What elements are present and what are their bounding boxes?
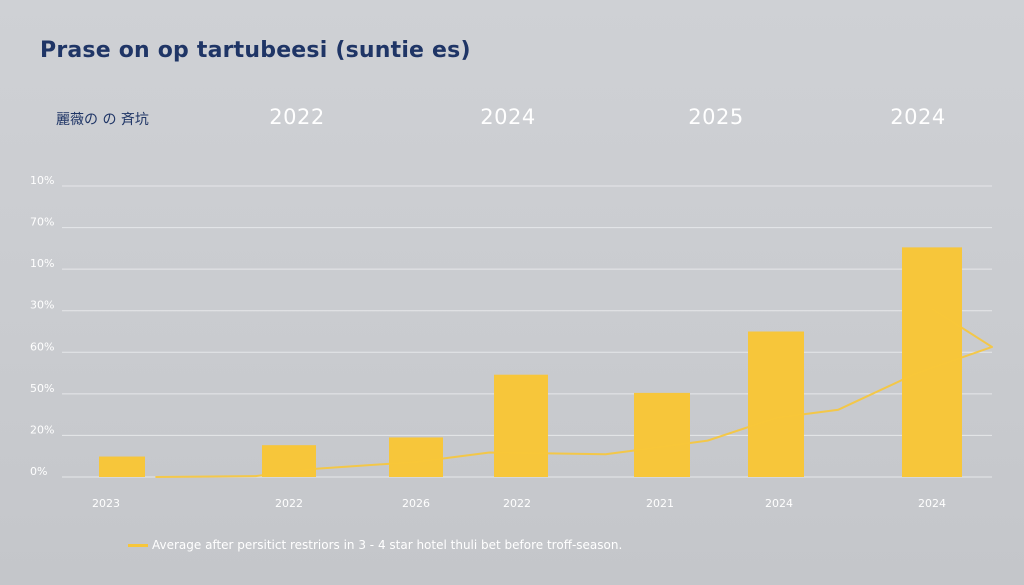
bar [748, 331, 804, 477]
y-tick-label: 0% [30, 465, 47, 478]
x-tick-label: 2022 [503, 497, 531, 510]
chart-legend: Average after persitict restriors in 3 -… [128, 538, 622, 552]
x-tick-label: 2022 [275, 497, 303, 510]
x-tick-label: 2026 [402, 497, 430, 510]
x-tick-label: 2023 [92, 497, 120, 510]
y-tick-label: 10% [30, 174, 54, 187]
header-year-label: 2024 [890, 105, 946, 129]
y-tick-label: 70% [30, 216, 54, 229]
legend-line-swatch [128, 543, 148, 547]
trend-line [155, 307, 993, 478]
y-tick-label: 60% [30, 340, 54, 353]
bar [634, 392, 690, 477]
y-tick-label: 30% [30, 299, 54, 312]
x-tick-label: 2024 [765, 497, 793, 510]
x-tick-label: 2021 [646, 497, 674, 510]
bar [494, 374, 548, 477]
x-tick-label: 2024 [918, 497, 946, 510]
y-tick-label: 10% [30, 257, 54, 270]
bar [99, 456, 145, 477]
chart-subtitle: 麗薇の の 斉坑 [56, 112, 149, 128]
header-year-label: 2024 [480, 105, 536, 129]
bar [389, 437, 443, 477]
bar [902, 247, 962, 477]
y-tick-label: 20% [30, 423, 54, 436]
header-year-label: 2022 [269, 105, 325, 129]
header-year-label: 2025 [688, 105, 744, 129]
chart-title: Prase on op tartubeesi (suntie es) [40, 38, 471, 63]
y-tick-label: 50% [30, 382, 54, 395]
legend-label: Average after persitict restriors in 3 -… [152, 538, 623, 552]
